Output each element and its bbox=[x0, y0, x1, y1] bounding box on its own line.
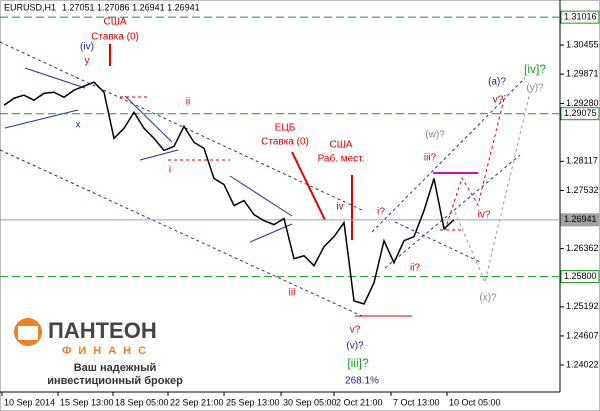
y-tick-label: 1.26362 bbox=[566, 243, 599, 253]
logo: ПАНТЕОН ФИНАНС Ваш надежный инвестиционн… bbox=[14, 318, 183, 387]
annotation: iii bbox=[289, 288, 296, 299]
y-tick-label: 1.29871 bbox=[566, 68, 599, 78]
level-box bbox=[560, 213, 600, 227]
y-tick-label: 1.25192 bbox=[566, 301, 599, 311]
annotation: Раб. мест. bbox=[318, 153, 365, 165]
symbol: EURUSD,H1 bbox=[4, 2, 56, 12]
annotation: ЕЦБ bbox=[275, 123, 296, 134]
y-tick-label: 1.29280 bbox=[566, 98, 599, 108]
x-tick-label: 15 Sep 13:00 bbox=[60, 397, 114, 407]
annotation: (x)? bbox=[479, 293, 497, 304]
x-tick-label: 10 Sep 2014 bbox=[4, 397, 55, 407]
logo-name: ПАНТЕОН bbox=[48, 318, 157, 343]
level-label: 1.26941 bbox=[564, 214, 597, 224]
annotation: (y)? bbox=[526, 83, 544, 94]
quote: 1.27051 1.27086 1.26941 1.26941 bbox=[62, 2, 200, 12]
x-tick-label: 25 Sep 13:00 bbox=[226, 397, 280, 407]
level-label: 1.25800 bbox=[564, 271, 597, 281]
level-box bbox=[560, 107, 600, 121]
logo-icon bbox=[18, 326, 38, 340]
annotation: [iii]? bbox=[347, 356, 369, 370]
annotation: i? bbox=[377, 207, 385, 218]
annotation: (w)? bbox=[425, 130, 445, 141]
trend-lines bbox=[0, 41, 531, 317]
x-tick-label: 2 Oct 21:00 bbox=[336, 397, 383, 407]
logo-slogan: Ваш надежный bbox=[74, 362, 157, 374]
x-tick-label: 7 Oct 13:00 bbox=[393, 397, 440, 407]
price-line bbox=[3, 81, 455, 305]
y-tick-label: 1.24022 bbox=[566, 359, 599, 369]
level-box bbox=[560, 10, 600, 24]
annotation: (a)? bbox=[488, 77, 506, 88]
annotation: (iv) bbox=[80, 42, 94, 53]
annotation: x bbox=[76, 120, 81, 131]
x-tick-label: 22 Sep 21:00 bbox=[170, 397, 224, 407]
annotation: iv bbox=[336, 202, 343, 213]
y-tick-label: 1.24607 bbox=[566, 330, 599, 340]
x-tick-label: 18 Sep 05:00 bbox=[115, 397, 169, 407]
annotation: iv? bbox=[478, 210, 491, 221]
annotation: (v)? bbox=[346, 341, 364, 352]
annotation: y bbox=[85, 56, 90, 67]
annotation: i bbox=[169, 165, 171, 176]
x-tick-label: 30 Sep 05:00 bbox=[283, 397, 337, 407]
annotation: США bbox=[103, 17, 126, 28]
annotation: ii bbox=[186, 97, 190, 108]
annotation: [iv]? bbox=[524, 62, 546, 76]
logo-sub: ФИНАНС bbox=[62, 345, 153, 357]
level-label: 1.31016 bbox=[564, 12, 597, 22]
annotation: Ставка (0) bbox=[261, 137, 309, 148]
y-tick-label: 1.28117 bbox=[566, 156, 598, 166]
level-label: 1.29075 bbox=[564, 108, 597, 118]
y-tick-label: 1.27532 bbox=[566, 185, 599, 195]
annotation: США bbox=[329, 140, 352, 151]
annotation: 268.1% bbox=[345, 376, 379, 387]
annotation: Ставка (0) bbox=[91, 32, 139, 43]
annotations: (iv) y x США Ставка (0) ii i iii ЕЦБ Ста… bbox=[76, 17, 547, 387]
annotation: ii? bbox=[410, 263, 420, 274]
y-tick-label: 1.30455 bbox=[566, 39, 599, 49]
logo-slogan: инвестиционный брокер bbox=[47, 375, 183, 387]
x-tick-label: 10 Oct 05:00 bbox=[449, 397, 501, 407]
level-box bbox=[560, 270, 600, 284]
annotation: v? bbox=[350, 325, 361, 336]
annotation: iii? bbox=[424, 153, 437, 164]
annotation: v? bbox=[493, 95, 504, 106]
